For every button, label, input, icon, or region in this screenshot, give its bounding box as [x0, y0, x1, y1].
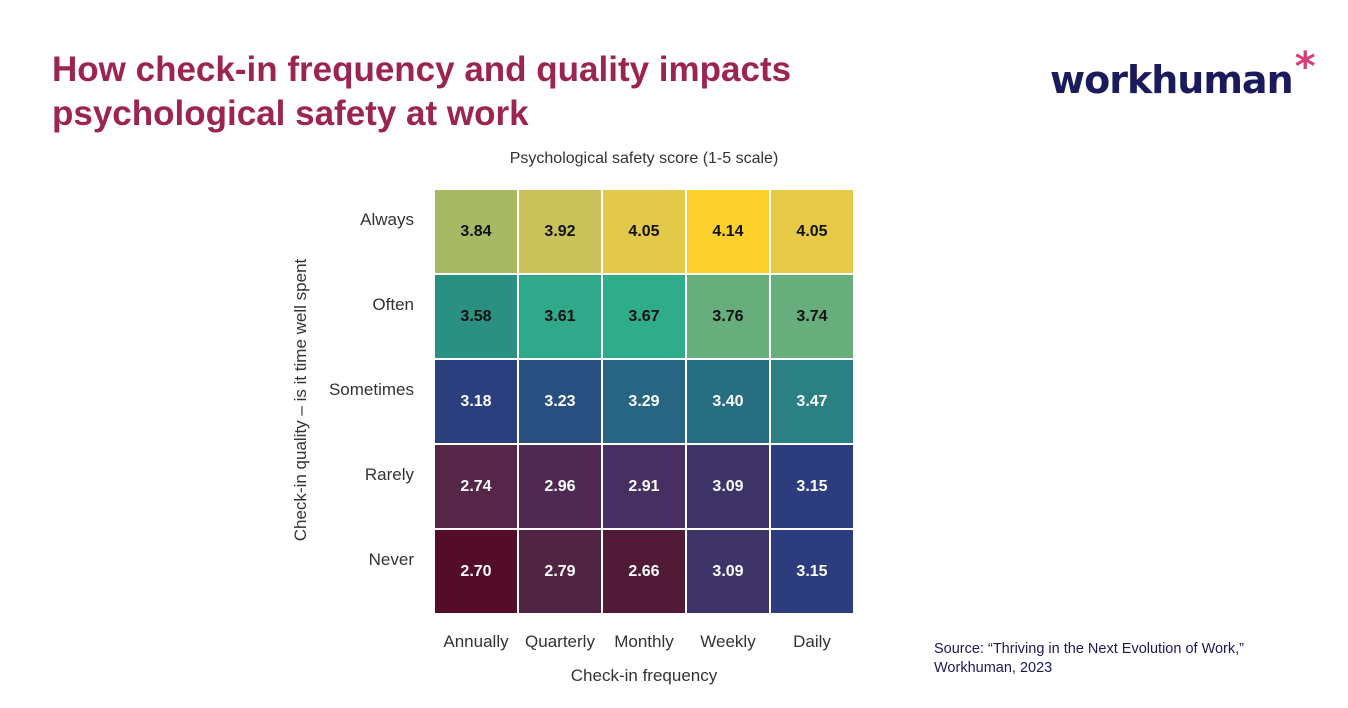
heatmap-cell: 3.74 — [770, 274, 854, 359]
heatmap-cell: 3.15 — [770, 444, 854, 529]
heatmap-cell: 3.09 — [686, 529, 770, 614]
heatmap-cell: 4.14 — [686, 189, 770, 274]
x-tick-label: Weekly — [700, 632, 756, 651]
source-line-1: Source: “Thriving in the Next Evolution … — [934, 641, 1244, 657]
heatmap-cell: 4.05 — [602, 189, 686, 274]
x-axis-label: Check-in frequency — [570, 666, 718, 685]
heatmap-cell: 2.74 — [434, 444, 518, 529]
heatmap-cell: 2.66 — [602, 529, 686, 614]
source-line-2: Workhuman, 2023 — [934, 660, 1053, 676]
heatmap-cell: 4.05 — [770, 189, 854, 274]
y-tick-label: Never — [368, 549, 414, 569]
heatmap-cell: 2.96 — [518, 444, 602, 529]
heatmap-cell: 2.79 — [518, 529, 602, 614]
workhuman-logo: workhuman * — [1050, 44, 1316, 102]
page-title: How check-in frequency and quality impac… — [52, 50, 792, 133]
heatmap-cell: 3.40 — [686, 359, 770, 444]
heatmap-cell: 3.18 — [434, 359, 518, 444]
heatmap-cell: 3.92 — [518, 189, 602, 274]
x-tick-label: Annually — [443, 632, 509, 651]
heatmap-cell: 3.84 — [434, 189, 518, 274]
x-tick-label: Quarterly — [525, 632, 595, 651]
chart-title: Psychological safety score (1-5 scale) — [509, 150, 779, 167]
y-tick-label: Sometimes — [328, 379, 414, 399]
heatmap-cell: 3.76 — [686, 274, 770, 359]
heatmap-cell: 3.29 — [602, 359, 686, 444]
heatmap-cell: 3.61 — [518, 274, 602, 359]
heatmap-cell: 2.70 — [434, 529, 518, 614]
heatmap-cell: 3.58 — [434, 274, 518, 359]
heatmap-cell: 3.47 — [770, 359, 854, 444]
asterisk-icon: * — [1294, 44, 1316, 90]
heatmap-cell: 3.09 — [686, 444, 770, 529]
y-tick-label: Always — [360, 209, 414, 229]
heatmap-cell: 2.91 — [602, 444, 686, 529]
heatmap: 3.84 3.92 4.05 4.14 4.05 3.58 3.61 3.67 3.76 3.74… — [434, 189, 854, 614]
y-axis-label: Check-in quality – is it time well spent — [291, 258, 310, 542]
x-tick-label: Monthly — [614, 632, 674, 651]
y-tick-label: Often — [372, 294, 414, 314]
heatmap-cell: 3.23 — [518, 359, 602, 444]
source-note: Source: “Thriving in the Next Evolution … — [934, 640, 1244, 678]
heatmap-cell: 3.67 — [602, 274, 686, 359]
heatmap-cell: 3.15 — [770, 529, 854, 614]
x-tick-label: Daily — [793, 632, 831, 651]
y-tick-label: Rarely — [364, 464, 414, 484]
